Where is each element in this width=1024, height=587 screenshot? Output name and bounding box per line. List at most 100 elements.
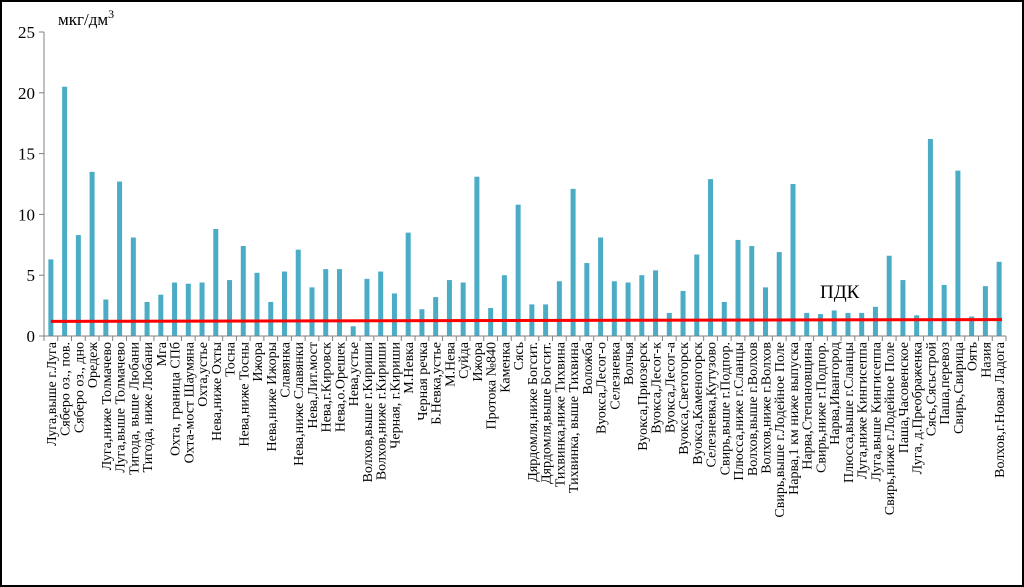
y-tick-label: 15 xyxy=(18,145,35,164)
x-tick-label: Сясь xyxy=(512,342,527,370)
bar xyxy=(75,235,81,336)
x-tick-label: Славянка xyxy=(279,341,294,397)
bar xyxy=(227,280,233,336)
bar xyxy=(103,299,109,336)
bar xyxy=(350,326,356,336)
x-tick-label: Луга,выше Толмачево xyxy=(114,342,129,473)
bar xyxy=(172,282,178,336)
y-tick-label: 10 xyxy=(18,205,35,224)
bar xyxy=(391,293,397,336)
bar xyxy=(817,314,823,336)
bar xyxy=(556,281,562,336)
x-tick-label: Нева,ниже Ижоры xyxy=(265,341,280,451)
x-tick-label: Свирь,ниже г.Лодейное Поле xyxy=(883,342,898,515)
unit-label: мкг/дм3 xyxy=(58,7,114,29)
x-tick-label: Волхов,ниже г.Волхов xyxy=(760,342,775,474)
bar xyxy=(804,312,810,336)
x-tick-label: Волхов,г.Новая Ладога xyxy=(993,341,1008,478)
y-axis: 0 5 10 15 20 25 xyxy=(18,23,45,346)
x-tick-label: Свирь,выше г.Подпор. xyxy=(718,342,733,475)
x-tick-label: Сяберо оз., пов. xyxy=(59,342,74,436)
x-tick-label: Охта-мост Шаумяна xyxy=(182,341,197,463)
bar xyxy=(694,254,700,336)
x-tick-label: Паша,перевоз xyxy=(938,342,953,425)
x-tick-label: Назия xyxy=(979,341,994,377)
x-tick-label: Тихвинка, выше Тихвина xyxy=(567,341,582,493)
bar xyxy=(914,315,920,336)
bar xyxy=(598,237,604,336)
bar xyxy=(666,312,672,336)
x-tick-label: Нарва,Степановщина xyxy=(801,341,816,470)
bar xyxy=(62,86,68,336)
x-tick-label: Оять xyxy=(966,342,981,371)
bar xyxy=(515,204,521,336)
y-tick-label: 0 xyxy=(27,327,36,346)
x-tick-label: Луга,ниже Кингисеппа xyxy=(856,341,871,479)
x-tick-label: Плюсса,ниже г.Сланцы xyxy=(732,341,747,480)
bar xyxy=(735,239,741,336)
y-tick-label: 25 xyxy=(18,23,35,42)
x-tick-label: Тигода, выше Любани xyxy=(127,341,142,474)
x-tick-label: Нарва,1 км ниже выпуска xyxy=(787,341,802,495)
x-tick-label: Нева,ниже Охты xyxy=(210,341,225,441)
unit-sup: 3 xyxy=(108,7,114,21)
bar xyxy=(295,249,301,336)
x-tick-label: Каменка xyxy=(498,341,513,393)
x-tick-label: Луга, д.Преображенка xyxy=(911,341,926,474)
bar xyxy=(680,291,686,336)
x-tick-label: Черная речка xyxy=(416,341,431,420)
bar xyxy=(708,179,714,336)
x-tick-label: Тихвинка,ниже Тихвина xyxy=(553,341,568,487)
bar xyxy=(886,255,892,336)
x-tick-label: Дярдомля,ниже Богсит. xyxy=(526,342,541,482)
bar xyxy=(996,261,1002,336)
bar xyxy=(570,188,576,336)
bar xyxy=(501,275,507,336)
bar xyxy=(268,301,274,336)
x-tick-label: Вуокса,Каменогорск xyxy=(691,342,706,465)
x-tick-label: Нева,Лит.мост xyxy=(306,342,321,429)
x-tick-label: Селезневка,Кутузово xyxy=(705,342,720,467)
bar xyxy=(446,280,452,336)
bar xyxy=(653,270,659,336)
x-tick-label: Нева,устье xyxy=(347,342,362,406)
x-tick-label: М.Невка xyxy=(402,341,417,393)
x-tick-label: Свирь,ниже г.Подпор. xyxy=(814,342,829,473)
x-tick-label: Нева,г.Кировск xyxy=(320,342,335,433)
bar xyxy=(364,278,370,336)
x-tick-label: Дярдомля,выше Богсит. xyxy=(540,342,555,484)
bar xyxy=(158,294,164,336)
x-axis xyxy=(43,335,1007,341)
bar xyxy=(955,170,961,336)
x-tick-label: М.Нева xyxy=(443,341,458,387)
bar xyxy=(927,139,933,336)
bar xyxy=(845,312,851,336)
bar xyxy=(460,282,466,336)
bar xyxy=(831,310,837,336)
bar xyxy=(199,282,205,336)
bar xyxy=(48,259,54,336)
y-tick-label: 5 xyxy=(27,266,36,285)
x-tick-label: Мга xyxy=(155,341,170,366)
bar xyxy=(941,284,947,336)
x-tick-label: Черная, г.Кириши xyxy=(388,341,403,448)
x-tick-label: Сясь,Сясьстрой xyxy=(924,341,939,436)
x-tick-label: Луга,выше Кингисеппа xyxy=(869,341,884,481)
x-tick-label: Волхов,выше г.Кириши xyxy=(361,342,376,483)
bar xyxy=(282,271,287,336)
x-tick-label: Волчья xyxy=(622,341,637,385)
x-tick-label: Тосна xyxy=(224,341,239,377)
bar xyxy=(969,316,975,336)
x-tick-label: Вуокса,Лесог-о xyxy=(595,342,610,434)
x-tick-label: Паша,Часовенское xyxy=(897,342,912,453)
x-tick-label: Суйда xyxy=(457,341,472,379)
x-tick-label: Тигода, ниже Любани xyxy=(141,341,156,472)
x-tick-label: Нарва,Ивангород xyxy=(828,342,843,445)
bar xyxy=(749,246,755,336)
x-tick-label: Вуокса,Лесог-а xyxy=(663,341,678,433)
bar xyxy=(254,272,260,336)
x-tick-label: Оредеж xyxy=(86,342,101,388)
